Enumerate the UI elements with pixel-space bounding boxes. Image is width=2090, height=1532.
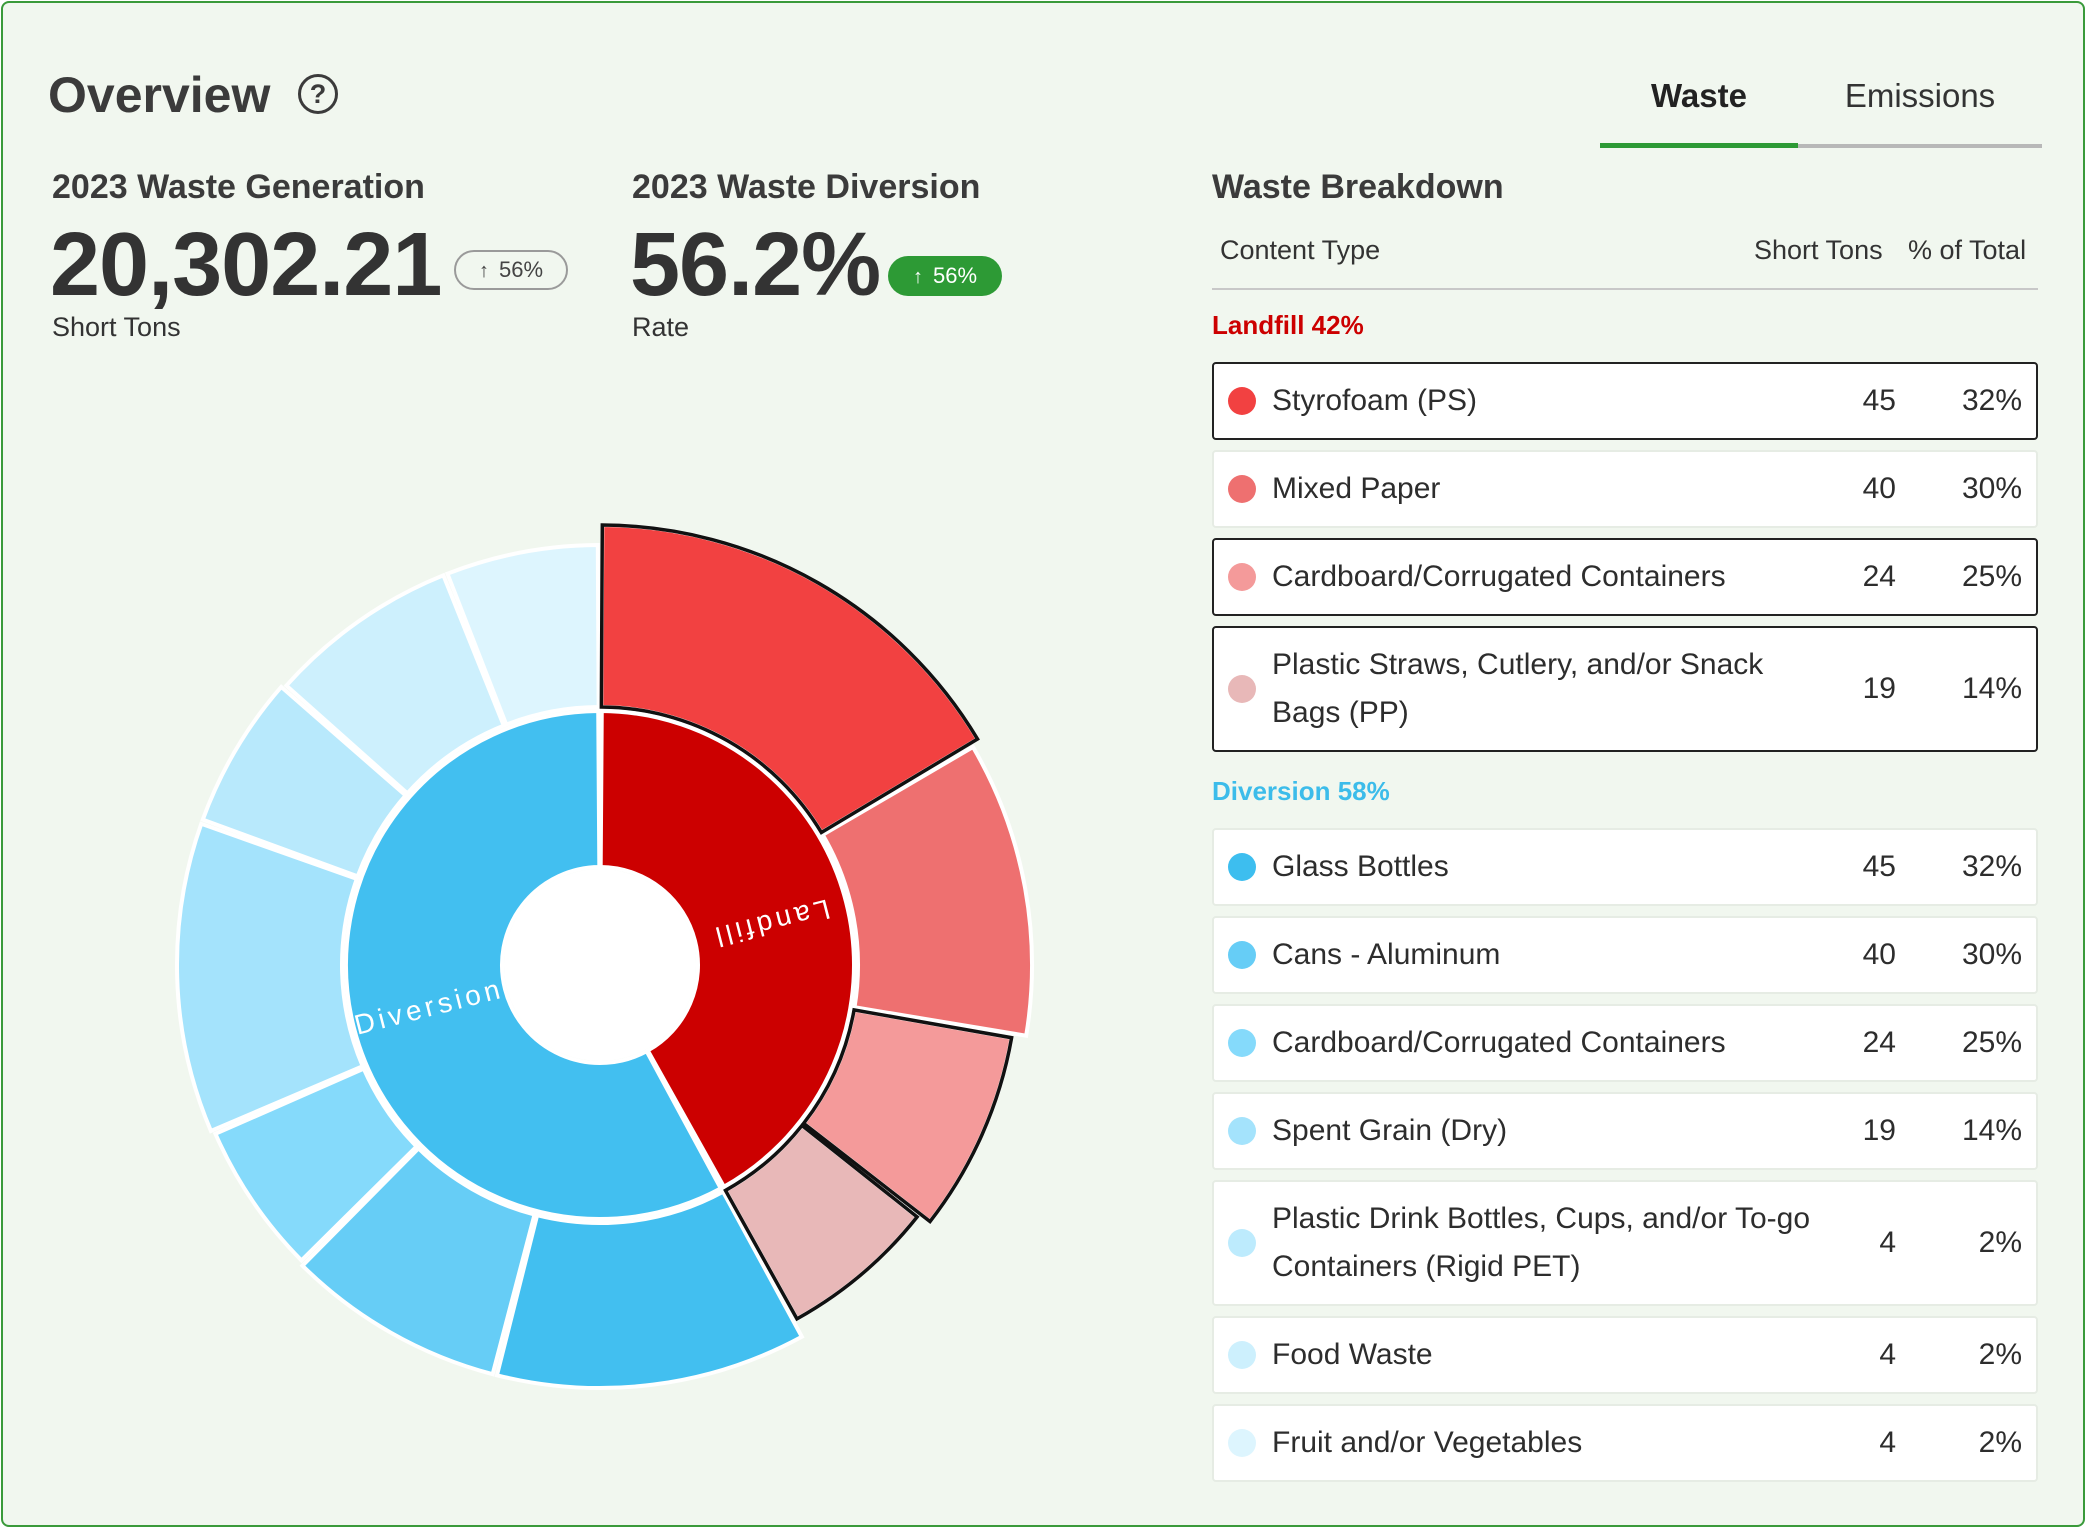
item-name: Cardboard/Corrugated Containers [1272,560,1726,593]
list-item[interactable]: Glass Bottles 45 32% [1212,828,2038,906]
column-header-pct: % of Total [1908,235,2027,265]
arrow-up-icon: ↑ [912,266,923,288]
waste-diversion-unit: Rate [632,312,690,342]
outer-slice-glass-bottles[interactable] [494,1189,805,1390]
list-item[interactable]: Spent Grain (Dry) 19 14% [1212,1092,2038,1170]
item-name: Cardboard/Corrugated Containers [1272,1026,1726,1059]
item-name: Glass Bottles [1272,850,1449,883]
item-pct: 2% [1978,1426,2022,1459]
list-item[interactable]: Cardboard/Corrugated Containers 24 25% [1212,1004,2038,1082]
outer-slice-cans-aluminum[interactable] [299,1145,537,1377]
diversion-change-value: 56% [932,263,978,288]
item-pct: 32% [1961,850,2022,883]
item-tons: 40 [1862,938,1896,971]
waste-diversion-label: 2023 Waste Diversion [632,168,981,206]
list-item[interactable]: Food Waste 4 2% [1212,1316,2038,1394]
column-header-tons: Short Tons [1754,235,1883,265]
generation-change-badge: ↑ 56% [454,250,568,290]
item-name: Cans - Aluminum [1272,938,1501,971]
item-pct: 30% [1961,938,2022,971]
item-name: Plastic Straws, Cutlery, and/or Snack Ba… [1272,648,1764,729]
item-name: Fruit and/or Vegetables [1272,1426,1583,1459]
slice-highlight-outline [801,1007,1014,1224]
generation-change-value: 56% [498,257,544,282]
outer-slice-plastic-drink-bottles-cups-and-or-to-go-containers-rigid-pet-[interactable] [200,684,409,879]
item-pct: 32% [1961,384,2022,417]
list-item[interactable]: Plastic Drink Bottles, Cups, and/or To-g… [1212,1180,2038,1306]
item-tons: 19 [1862,1114,1896,1147]
item-name: Plastic Drink Bottles, Cups, and/or To-g… [1272,1202,1811,1283]
item-pct: 2% [1978,1226,2022,1259]
waste-generation-label: 2023 Waste Generation [52,168,425,206]
inner-slice-diversion[interactable] [344,708,724,1221]
item-pct: 25% [1961,560,2022,593]
outer-slice-fruit-and-or-vegetables[interactable] [444,542,601,728]
tab-waste[interactable]: Waste [1600,66,1798,148]
color-dot [1228,853,1256,881]
color-dot [1228,941,1256,969]
color-dot [1228,475,1256,503]
inner-slice-landfill[interactable] [598,708,856,1190]
waste-generation-unit: Short Tons [52,312,181,342]
breakdown-title: Waste Breakdown [1212,168,1504,206]
color-dot [1228,387,1256,415]
color-dot [1228,563,1256,591]
item-tons: 24 [1862,1026,1896,1059]
color-dot [1228,1341,1256,1369]
slice-highlight-outline [723,1123,920,1322]
item-tons: 19 [1862,672,1896,705]
item-pct: 2% [1978,1338,2022,1371]
arrow-up-icon: ↑ [478,260,489,282]
color-dot [1228,1029,1256,1057]
item-tons: 4 [1879,1426,1896,1459]
outer-slice-mixed-paper[interactable] [820,744,1034,1039]
waste-generation-value: 20,302.21 [50,215,442,315]
item-pct: 25% [1961,1026,2022,1059]
view-tabs: Waste Emissions [1600,66,2042,148]
color-dot [1228,1429,1256,1457]
item-name: Spent Grain (Dry) [1272,1114,1508,1147]
color-dot [1228,675,1256,703]
color-dot [1228,1229,1256,1257]
list-item[interactable]: Styrofoam (PS) 45 32% [1212,362,2038,440]
item-name: Styrofoam (PS) [1272,384,1478,417]
item-pct: 30% [1961,472,2022,505]
group-label-landfill: Landfill 42% [1212,310,1364,340]
list-item[interactable]: Cans - Aluminum 40 30% [1212,916,2038,994]
item-name: Mixed Paper [1272,472,1441,505]
item-tons: 24 [1862,560,1896,593]
item-tons: 4 [1879,1338,1896,1371]
slice-highlight-outline [599,523,980,835]
list-item[interactable]: Fruit and/or Vegetables 4 2% [1212,1404,2038,1482]
item-tons: 45 [1862,384,1896,417]
header-divider [1212,288,2038,290]
list-item[interactable]: Mixed Paper 40 30% [1212,450,2038,528]
list-item[interactable]: Plastic Straws, Cutlery, and/or Snack Ba… [1212,626,2038,752]
item-tons: 45 [1862,850,1896,883]
outer-slice-food-waste[interactable] [283,572,507,797]
item-pct: 14% [1961,672,2022,705]
diversion-change-badge: ↑ 56% [888,256,1002,296]
item-tons: 4 [1879,1226,1896,1259]
column-header-type: Content Type [1220,235,1381,265]
waste-diversion-value: 56.2% [630,215,881,315]
help-icon[interactable]: ? [298,74,338,114]
color-dot [1228,1117,1256,1145]
item-name: Food Waste [1272,1338,1433,1371]
item-pct: 14% [1961,1114,2022,1147]
outer-slice-cardboard-corrugated-containers[interactable] [212,1066,420,1264]
list-item[interactable]: Cardboard/Corrugated Containers 24 25% [1212,538,2038,616]
chart-center [504,869,696,1061]
outer-slice-spent-grain-dry-[interactable] [175,821,366,1134]
tab-emissions[interactable]: Emissions [1844,77,1996,114]
page-title: Overview [48,67,271,123]
group-label-diversion: Diversion 58% [1212,776,1390,806]
item-tons: 40 [1862,472,1896,505]
